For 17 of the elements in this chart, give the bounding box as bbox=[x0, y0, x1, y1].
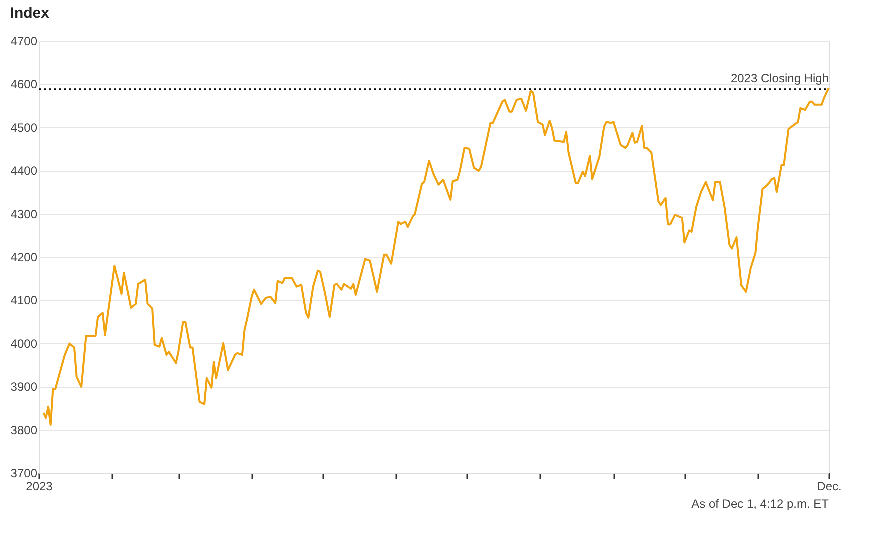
y-tick-label: 4400 bbox=[10, 164, 38, 178]
y-tick-label: 4100 bbox=[10, 294, 38, 308]
y-tick-label: 4000 bbox=[10, 336, 38, 351]
y-tick-label: 4300 bbox=[10, 207, 38, 222]
y-tick-label: 3900 bbox=[10, 380, 38, 394]
chart-title: Index bbox=[10, 5, 50, 22]
x-tick-label: Dec. bbox=[817, 480, 842, 494]
x-tick-label: 2023 bbox=[26, 480, 54, 494]
ref-line-label: 2023 Closing High bbox=[730, 71, 829, 86]
y-tick-label: 3800 bbox=[10, 423, 38, 438]
line-series bbox=[42, 87, 830, 426]
y-tick-label: 4200 bbox=[10, 250, 38, 264]
y-tick-label: 4600 bbox=[10, 78, 38, 92]
y-tick-label: 4700 bbox=[10, 34, 38, 48]
text: As of Dec 1, 4:12 p.m. ET bbox=[692, 497, 830, 511]
y-tick-label: 4500 bbox=[10, 120, 38, 135]
y-tick-label: 3700 bbox=[10, 466, 38, 480]
